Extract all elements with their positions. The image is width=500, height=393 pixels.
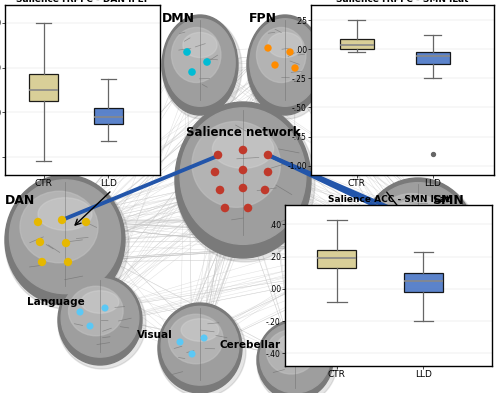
Ellipse shape bbox=[162, 15, 238, 115]
Point bbox=[239, 167, 247, 173]
Ellipse shape bbox=[247, 15, 323, 115]
Text: Cerebellar: Cerebellar bbox=[220, 340, 280, 350]
Point bbox=[76, 309, 84, 315]
Point bbox=[221, 205, 229, 211]
Point bbox=[58, 217, 66, 223]
Ellipse shape bbox=[81, 291, 119, 313]
Ellipse shape bbox=[268, 33, 302, 57]
Ellipse shape bbox=[168, 314, 223, 364]
Ellipse shape bbox=[257, 320, 333, 393]
Point bbox=[418, 257, 426, 263]
Ellipse shape bbox=[61, 278, 139, 357]
Ellipse shape bbox=[20, 191, 98, 263]
Ellipse shape bbox=[212, 129, 274, 168]
Point bbox=[183, 49, 191, 55]
Text: SMN: SMN bbox=[432, 193, 464, 206]
Ellipse shape bbox=[360, 178, 476, 302]
Ellipse shape bbox=[250, 19, 320, 106]
Ellipse shape bbox=[260, 323, 330, 393]
Ellipse shape bbox=[58, 277, 146, 369]
Ellipse shape bbox=[374, 193, 450, 262]
Point bbox=[239, 185, 247, 191]
Point bbox=[261, 187, 269, 193]
Point bbox=[439, 219, 447, 225]
Point bbox=[200, 335, 208, 341]
Point bbox=[428, 151, 436, 157]
Point bbox=[203, 59, 211, 65]
Point bbox=[176, 339, 184, 345]
PathPatch shape bbox=[29, 74, 58, 101]
Point bbox=[390, 237, 398, 243]
Text: Salience network: Salience network bbox=[186, 125, 300, 138]
Point bbox=[264, 45, 272, 51]
Point bbox=[188, 69, 196, 75]
Point bbox=[211, 169, 219, 175]
Point bbox=[290, 355, 298, 361]
Point bbox=[414, 217, 422, 223]
Ellipse shape bbox=[247, 17, 327, 119]
Point bbox=[216, 187, 224, 193]
Point bbox=[82, 219, 90, 225]
Ellipse shape bbox=[161, 307, 239, 385]
Point bbox=[64, 259, 72, 265]
Ellipse shape bbox=[180, 108, 306, 244]
Text: Visual: Visual bbox=[137, 330, 173, 340]
Title: Salience rRPFC - SMN lLat: Salience rRPFC - SMN lLat bbox=[336, 0, 468, 4]
Ellipse shape bbox=[172, 28, 221, 83]
Ellipse shape bbox=[68, 286, 123, 336]
Ellipse shape bbox=[392, 200, 444, 231]
Text: Language: Language bbox=[27, 297, 85, 307]
Ellipse shape bbox=[58, 275, 142, 365]
Point bbox=[34, 219, 42, 225]
Ellipse shape bbox=[10, 180, 120, 294]
Ellipse shape bbox=[5, 177, 129, 309]
Point bbox=[416, 237, 424, 243]
Point bbox=[188, 351, 196, 357]
Ellipse shape bbox=[183, 33, 217, 57]
Point bbox=[244, 205, 252, 211]
Text: FPN: FPN bbox=[249, 11, 277, 24]
Ellipse shape bbox=[257, 322, 337, 393]
Ellipse shape bbox=[158, 305, 246, 393]
Ellipse shape bbox=[278, 334, 312, 354]
Point bbox=[271, 62, 279, 68]
Ellipse shape bbox=[158, 303, 242, 393]
Ellipse shape bbox=[360, 180, 480, 306]
PathPatch shape bbox=[404, 273, 443, 292]
Point bbox=[101, 305, 109, 311]
Ellipse shape bbox=[38, 198, 92, 230]
Ellipse shape bbox=[266, 330, 316, 374]
Point bbox=[239, 147, 247, 153]
PathPatch shape bbox=[318, 250, 356, 268]
PathPatch shape bbox=[416, 51, 450, 64]
PathPatch shape bbox=[340, 39, 374, 49]
Point bbox=[86, 323, 94, 329]
Title: Salience rRPFC - DAN IFEF: Salience rRPFC - DAN IFEF bbox=[16, 0, 150, 4]
Point bbox=[392, 255, 400, 261]
Ellipse shape bbox=[165, 19, 235, 106]
PathPatch shape bbox=[94, 108, 123, 123]
Point bbox=[441, 235, 449, 241]
Ellipse shape bbox=[162, 17, 242, 119]
Point bbox=[214, 152, 222, 158]
Ellipse shape bbox=[364, 183, 472, 291]
Point bbox=[62, 240, 70, 246]
Point bbox=[38, 259, 46, 265]
Point bbox=[286, 49, 294, 55]
Point bbox=[388, 219, 396, 225]
Text: DMN: DMN bbox=[162, 11, 194, 24]
Point bbox=[291, 65, 299, 71]
Point bbox=[264, 152, 272, 158]
Text: DAN: DAN bbox=[5, 193, 35, 206]
Ellipse shape bbox=[256, 28, 306, 83]
Point bbox=[36, 239, 44, 245]
Point bbox=[264, 169, 272, 175]
Title: Salience ACC - SMN lLat: Salience ACC - SMN lLat bbox=[328, 195, 450, 204]
Ellipse shape bbox=[5, 175, 125, 305]
Ellipse shape bbox=[175, 102, 311, 258]
Ellipse shape bbox=[192, 121, 280, 207]
Ellipse shape bbox=[181, 319, 219, 341]
Ellipse shape bbox=[175, 104, 315, 262]
